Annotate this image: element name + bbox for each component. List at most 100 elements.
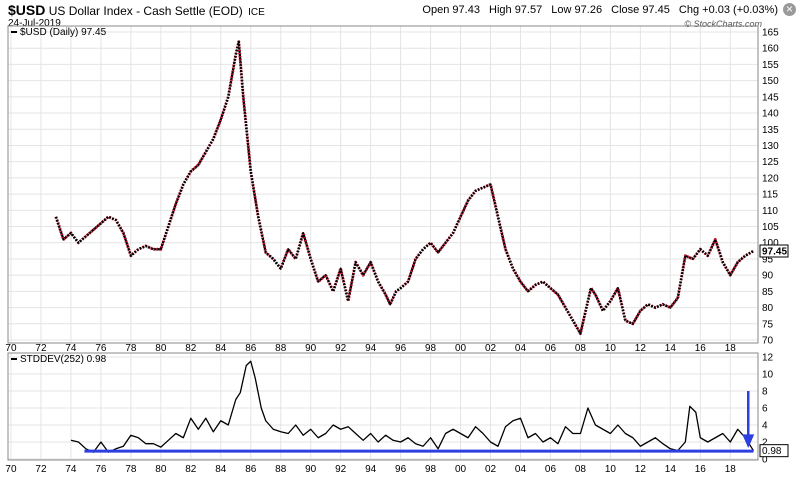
exchange: ICE [248,7,265,18]
x-tick-label: 06 [545,464,557,475]
quote-open-label: Open [422,4,450,16]
legend-label: STDDEV(252) 0.98 [20,354,107,365]
y-tick-label: 75 [762,319,774,330]
y-tick-label: 130 [762,141,779,152]
quote-close-value: 97.45 [642,4,670,16]
x-tick-label: 94 [365,343,377,354]
quote-chg-value: +0.03 (+0.03%) [702,4,778,16]
y-tick-label: 6 [762,404,768,415]
quote-bar: Open 97.43 High 97.57 Low 97.26 Close 97… [422,4,778,16]
x-tick-label: 06 [545,343,557,354]
x-tick-label: 16 [695,343,707,354]
y-tick-label: 10 [762,370,774,381]
x-tick-label: 18 [725,464,737,475]
x-tick-label: 92 [335,464,347,475]
close-icon[interactable]: × [783,3,796,16]
y-tick-label: 105 [762,222,779,233]
x-tick-label: 14 [665,343,677,354]
x-tick-label: 76 [95,343,107,354]
x-tick-label: 90 [305,464,317,475]
x-tick-label: 80 [155,343,167,354]
x-tick-label: 14 [665,464,677,475]
x-tick-label: 98 [425,464,437,475]
x-tick-label: 84 [215,464,227,475]
quote-open-value: 97.43 [452,4,480,16]
last-value-tag [759,444,789,458]
x-tick-label: 86 [245,343,257,354]
x-tick-label: 02 [485,343,497,354]
x-tick-label: 70 [5,343,17,354]
y-tick-label: 2 [762,438,768,449]
y-tick-label: 95 [762,254,774,265]
arrow-head [742,434,755,448]
y-tick-label: 150 [762,76,779,87]
x-tick-label: 08 [575,464,587,475]
x-tick-label: 92 [335,343,347,354]
x-tick-label: 74 [65,464,77,475]
x-tick-label: 16 [695,464,707,475]
panel-frame [7,25,759,344]
x-tick-label: 02 [485,464,497,475]
y-tick-label: 115 [762,190,778,201]
x-tick-label: 12 [635,343,647,354]
y-tick-label: 110 [762,206,778,217]
y-tick-label: 135 [762,125,779,136]
x-tick-label: 86 [245,464,257,475]
x-tick-label: 82 [185,343,197,354]
y-tick-label: 12 [762,353,774,364]
x-tick-label: 84 [215,343,227,354]
y-tick-label: 160 [762,44,779,55]
stddev-series [70,360,755,453]
x-tick-label: 12 [635,464,647,475]
y-tick-label: 0 [762,455,768,466]
y-tick-label: 70 [762,336,774,347]
quote-low-value: 97.26 [574,4,603,16]
panel-frame [7,352,759,461]
x-tick-label: 08 [575,343,587,354]
legend-label: $USD (Daily) 97.45 [20,27,107,38]
quote-close-label: Close [611,4,640,16]
x-tick-label: 70 [5,464,17,475]
last-value-label: 97.45 [762,247,787,258]
x-tick-label: 80 [155,464,167,475]
y-tick-label: 85 [762,287,774,298]
x-tick-label: 88 [275,343,287,354]
x-tick-label: 96 [395,464,407,475]
x-tick-label: 74 [65,343,77,354]
instrument-name: US Dollar Index - Cash Settle (EOD) [48,4,243,18]
x-tick-label: 72 [35,343,47,354]
y-tick-label: 120 [762,173,779,184]
x-tick-label: 88 [275,464,287,475]
x-tick-label: 00 [455,343,467,354]
last-value-label: 0.98 [762,446,782,457]
x-tick-label: 78 [125,464,137,475]
y-tick-label: 4 [762,421,768,432]
y-tick-label: 165 [762,28,779,39]
x-tick-label: 10 [605,343,617,354]
y-tick-label: 125 [762,157,779,168]
quote-high-label: High [489,4,512,16]
x-tick-label: 04 [515,343,527,354]
quote-low-label: Low [551,4,572,16]
price-series [54,40,755,335]
quote-high-value: 97.57 [514,4,543,16]
last-value-tag [759,244,789,258]
x-tick-label: 10 [605,464,617,475]
y-tick-label: 8 [762,387,768,398]
x-tick-label: 82 [185,464,197,475]
credit: © StockCharts.com [684,19,762,29]
symbol: $USD [8,2,46,18]
x-tick-label: 94 [365,464,377,475]
x-tick-label: 96 [395,343,407,354]
y-tick-label: 100 [762,238,779,249]
x-tick-label: 18 [725,343,737,354]
chart-header: $USD US Dollar Index - Cash Settle (EOD)… [8,2,265,18]
x-tick-label: 00 [455,464,467,475]
x-tick-label: 04 [515,464,527,475]
y-tick-label: 90 [762,271,774,282]
x-tick-label: 78 [125,343,137,354]
x-tick-label: 76 [95,464,107,475]
x-tick-label: 72 [35,464,47,475]
quote-chg-label: Chg [678,4,700,16]
